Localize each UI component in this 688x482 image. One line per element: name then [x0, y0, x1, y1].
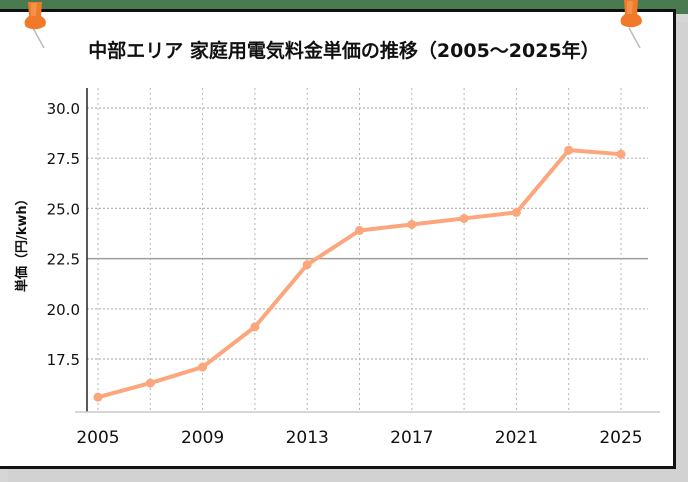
svg-text:2017: 2017	[390, 428, 433, 448]
svg-text:30.0: 30.0	[47, 100, 80, 118]
svg-text:20.0: 20.0	[47, 301, 80, 319]
pushpin-left-icon	[24, 2, 46, 49]
svg-text:27.5: 27.5	[47, 150, 80, 168]
chart-title: 中部エリア 家庭用電気料金単価の推移（2005〜2025年）	[88, 40, 600, 62]
axes	[75, 88, 660, 413]
x-tick-labels: 2005 2009 2013 2017 2021 2025	[76, 428, 642, 448]
svg-text:25.0: 25.0	[47, 200, 80, 218]
svg-text:2025: 2025	[599, 428, 642, 448]
svg-text:2021: 2021	[495, 428, 538, 448]
svg-text:2009: 2009	[181, 428, 224, 448]
gridlines	[87, 88, 648, 412]
svg-text:22.5: 22.5	[47, 251, 80, 269]
y-tick-labels: 30.0 27.5 25.0 22.5 20.0 17.5	[47, 100, 80, 369]
svg-text:2013: 2013	[286, 428, 329, 448]
pushpin-right-icon	[620, 0, 642, 49]
svg-text:2005: 2005	[76, 428, 119, 448]
svg-text:17.5: 17.5	[47, 351, 80, 369]
data-points	[93, 145, 626, 402]
